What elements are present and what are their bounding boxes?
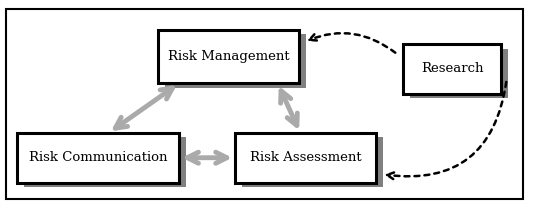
Text: Risk Assessment: Risk Assessment [250, 151, 362, 164]
Bar [410, 49, 508, 98]
Bar [17, 133, 179, 182]
Bar [164, 34, 306, 88]
Bar [235, 133, 376, 182]
Text: Risk Communication: Risk Communication [29, 151, 167, 164]
Bar [23, 137, 186, 187]
Bar [158, 30, 299, 83]
Text: Research: Research [421, 62, 483, 75]
Bar [242, 137, 383, 187]
Text: Risk Management: Risk Management [168, 50, 289, 63]
Bar [403, 44, 501, 94]
